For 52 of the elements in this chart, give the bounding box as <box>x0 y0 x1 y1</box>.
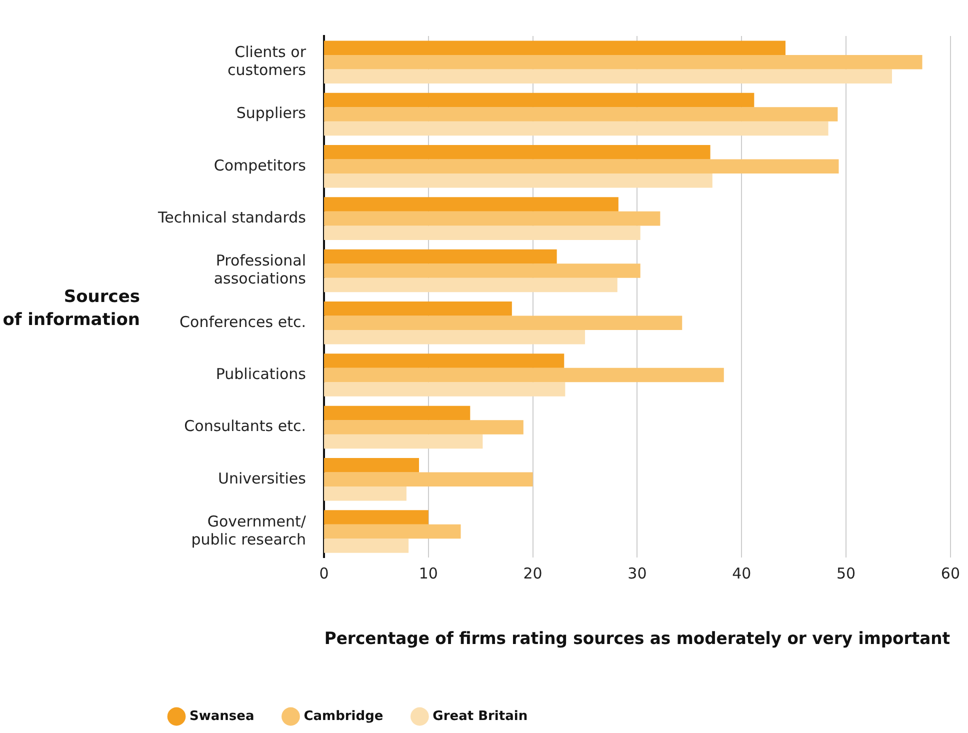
x-tick-label: 50 <box>836 564 856 582</box>
x-tick-label: 60 <box>940 564 960 582</box>
x-tick-label: 10 <box>418 564 438 582</box>
bar <box>324 434 483 449</box>
bar <box>324 458 420 472</box>
bar <box>324 92 754 108</box>
bar <box>324 420 524 434</box>
bar <box>324 382 566 396</box>
y-axis-title: Sources of information <box>2 286 140 332</box>
y-tick-label: Competitors <box>214 156 306 174</box>
y-tick-label: Suppliers <box>236 104 306 122</box>
bar <box>324 406 470 420</box>
bar <box>324 316 682 330</box>
bar <box>324 54 922 70</box>
x-tick-label: 20 <box>523 564 542 582</box>
bar <box>324 368 724 382</box>
bar <box>324 211 660 226</box>
bar <box>324 264 640 278</box>
y-tick-label: Government/ public research <box>191 512 307 548</box>
bar <box>324 354 564 368</box>
bar <box>324 226 640 240</box>
bar <box>324 538 409 553</box>
y-tick-label: Universities <box>218 469 306 488</box>
bar <box>324 197 618 212</box>
legend-label: Cambridge <box>304 708 384 724</box>
bar <box>324 40 786 55</box>
y-tick-label: Consultants etc. <box>184 417 306 436</box>
y-tick-label: Publications <box>216 364 306 383</box>
y-tick-label: Technical standards <box>156 208 306 226</box>
x-tick-label: 40 <box>732 564 752 582</box>
x-tick-label: 0 <box>319 564 329 582</box>
bar <box>324 159 839 174</box>
bar <box>324 249 557 264</box>
bar <box>324 510 428 524</box>
bar <box>324 145 710 160</box>
bar <box>324 524 461 539</box>
y-tick-label: Clients or customers <box>228 42 307 79</box>
y-tick-label: Conferences etc. <box>180 312 306 331</box>
x-axis-title: Percentage of firms rating sources as moderately or very important <box>324 628 950 648</box>
bar <box>324 174 712 188</box>
bar <box>324 69 892 84</box>
bar <box>324 121 828 136</box>
bar <box>324 330 586 344</box>
bar <box>324 278 618 292</box>
legend-label: Swansea <box>190 708 254 724</box>
x-tick-label: 30 <box>628 564 647 582</box>
y-tick-label: Professional associations <box>214 252 306 288</box>
bar <box>324 486 406 501</box>
legend-label: Great Britain <box>432 708 528 724</box>
bar <box>324 472 533 486</box>
bar <box>324 107 838 122</box>
bar <box>324 301 512 316</box>
